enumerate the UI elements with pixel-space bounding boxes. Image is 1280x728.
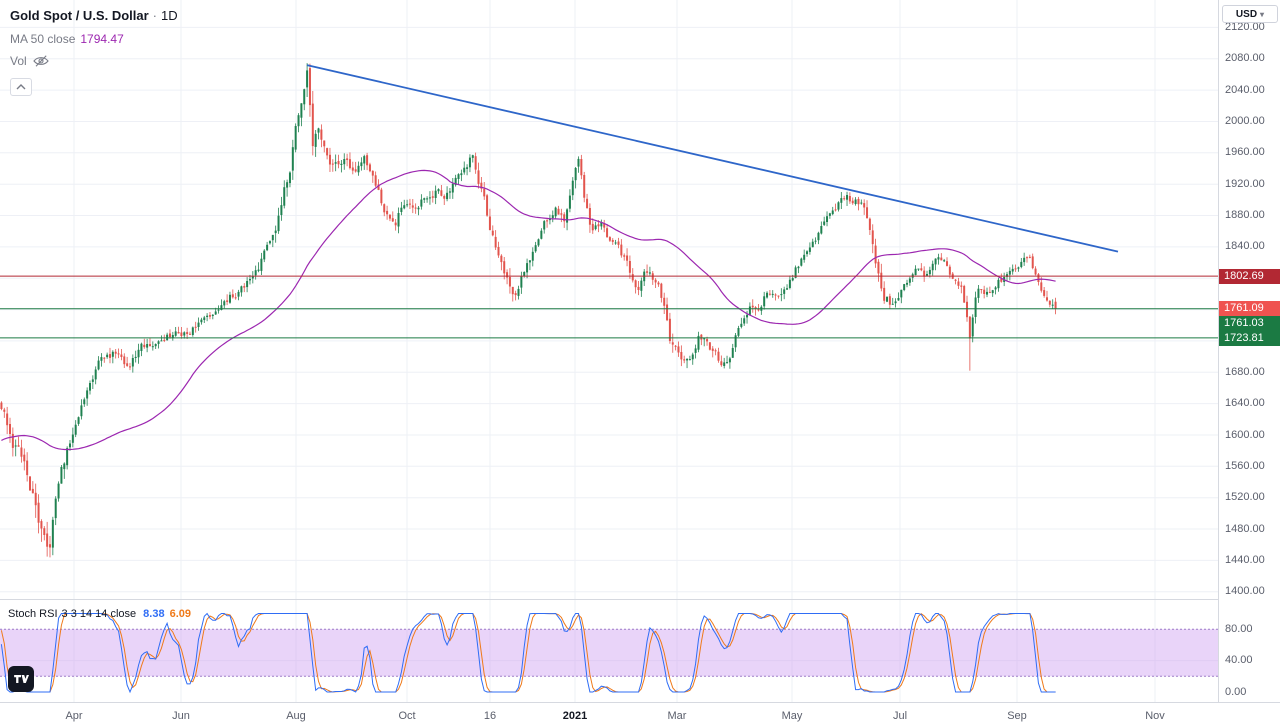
price-axis-label: 1880.00 xyxy=(1225,209,1265,221)
level-price-tag: 1802.69 xyxy=(1219,268,1280,284)
time-axis-label: Sep xyxy=(1007,710,1027,722)
price-axis-label: 1400.00 xyxy=(1225,585,1265,598)
indicator-axis-label: 40.00 xyxy=(1225,654,1253,667)
tradingview-logo-glyph xyxy=(14,675,29,683)
collapse-legend-button[interactable] xyxy=(10,78,32,96)
price-axis-label: 1680.00 xyxy=(1225,365,1265,378)
stoch-k-value: 8.38 xyxy=(143,608,165,620)
time-axis-label: May xyxy=(781,710,803,722)
eye-hidden-icon[interactable] xyxy=(32,55,49,67)
price-axis-label: 1560.00 xyxy=(1225,459,1265,472)
price-axis-label: 2040.00 xyxy=(1225,83,1265,96)
indicator-axis-label: 80.00 xyxy=(1225,622,1253,635)
time-axis-label: Aug xyxy=(286,710,306,722)
time-axis-label: Nov xyxy=(1145,710,1165,722)
price-axis-label: 1520.00 xyxy=(1225,491,1265,504)
price-axis-label: 1480.00 xyxy=(1225,522,1265,535)
volume-indicator-row[interactable]: Vol xyxy=(10,54,178,68)
price-axis-label: 1440.00 xyxy=(1225,553,1265,566)
title-separator: · xyxy=(152,8,158,23)
time-axis-label: 16 xyxy=(483,710,497,722)
time-axis-label: Mar xyxy=(667,710,687,722)
time-axis-label: Jun xyxy=(172,710,190,722)
time-axis-label: Oct xyxy=(398,710,416,722)
chart-title-row: Gold Spot / U.S. Dollar · 1D xyxy=(10,8,178,23)
stoch-rsi-title[interactable]: Stoch RSI xyxy=(8,608,58,620)
time-scale[interactable]: Apr Jun Aug Oct 16 2021 Mar May Jul Sep Nov xyxy=(0,702,1280,728)
caret-down-icon: ▾ xyxy=(1260,9,1265,19)
stoch-rsi-params: 3 3 14 14 close xyxy=(61,608,137,620)
symbol-title[interactable]: Gold Spot / U.S. Dollar xyxy=(10,8,149,23)
price-axis-label: 1960.00 xyxy=(1225,146,1265,159)
currency-label: USD xyxy=(1235,8,1258,20)
price-scale[interactable]: USD ▾ 2120.00 2080.00 2040.00 2000.00 1960.0… xyxy=(1218,0,1280,702)
last-price-tag: 1761.09 xyxy=(1219,301,1280,317)
tradingview-logo[interactable] xyxy=(8,666,34,692)
price-axis-label: 1840.00 xyxy=(1225,240,1265,253)
currency-selector-button[interactable]: USD ▾ xyxy=(1222,5,1278,23)
ma-indicator-row[interactable]: MA 50 close 1794.47 xyxy=(10,32,178,46)
ma-indicator-value: 1794.47 xyxy=(80,32,124,46)
price-axis-label: 1920.00 xyxy=(1225,177,1265,190)
level-price-tag: 1723.81 xyxy=(1219,331,1280,347)
price-axis-label: 2080.00 xyxy=(1225,52,1265,65)
symbol-legend: Gold Spot / U.S. Dollar · 1D MA 50 close 17… xyxy=(10,8,178,96)
price-axis-label: 2000.00 xyxy=(1225,115,1265,127)
indicator-axis-label: 0.00 xyxy=(1225,685,1247,698)
stoch-d-value: 6.09 xyxy=(169,608,191,620)
price-axis-label: 2120.00 xyxy=(1225,20,1265,33)
ma-indicator-label: MA 50 close xyxy=(10,32,76,46)
time-axis-label: Jul xyxy=(892,710,908,722)
time-axis-label: Apr xyxy=(65,710,83,722)
volume-indicator-label: Vol xyxy=(10,54,27,68)
price-chart-canvas[interactable] xyxy=(0,0,1218,702)
interval-label[interactable]: 1D xyxy=(161,8,178,23)
stoch-rsi-legend: Stoch RSI 3 3 14 14 close 8.38 6.09 xyxy=(8,608,191,620)
level-price-tag: 1761.03 xyxy=(1219,316,1280,332)
price-axis-label: 1640.00 xyxy=(1225,397,1265,410)
price-axis-label: 1600.00 xyxy=(1225,428,1265,441)
time-axis-label: 2021 xyxy=(562,710,588,722)
chevron-up-icon xyxy=(16,84,26,90)
